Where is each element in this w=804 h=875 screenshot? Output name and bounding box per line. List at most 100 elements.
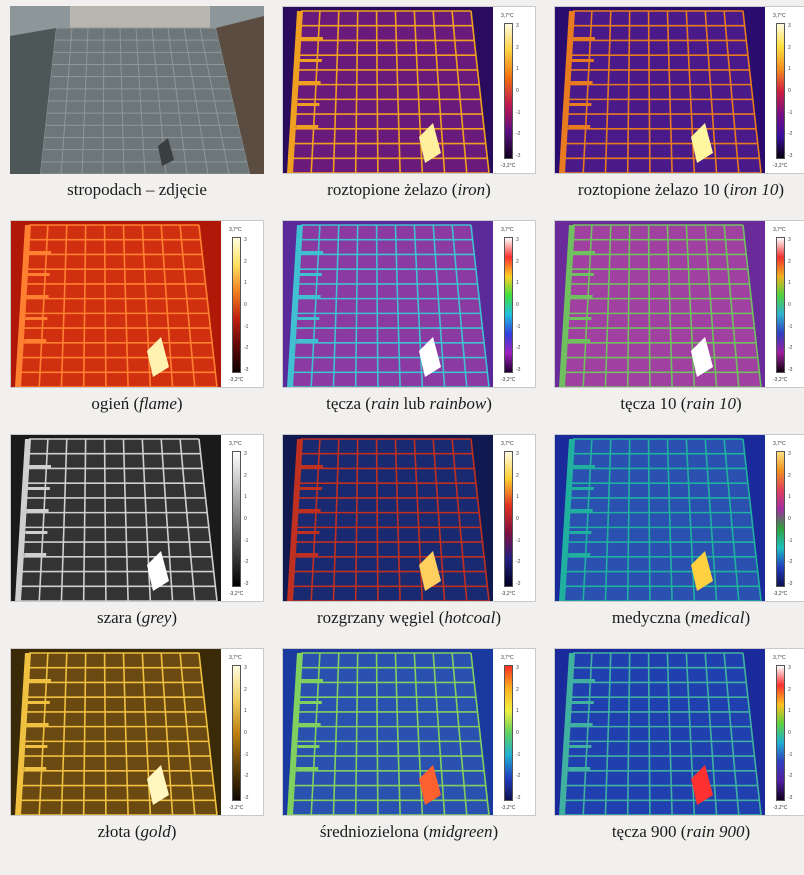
panel-caption: szara (grey) xyxy=(10,608,264,628)
scale-tick-label: -1 xyxy=(788,323,793,330)
scale-tick-label: -2 xyxy=(788,345,793,352)
scale-tick-label: 0 xyxy=(516,302,519,308)
thermogram-frame: 3,7°C 3 2 1 0 -1 -2 -3 -3,2°C xyxy=(282,434,536,602)
scale-tick-label: -2 xyxy=(788,773,793,780)
palette-panel-rain: 3,7°C 3 2 1 0 -1 -2 -3 -3,2°C tęcza (rain lub rai… xyxy=(282,220,536,434)
thermogram-image xyxy=(283,221,493,387)
palette-panel-iron: 3,7°C 3 2 1 0 -1 -2 -3 -3,2°C roztopione żelazo (… xyxy=(282,6,536,220)
color-scale-bar xyxy=(776,665,785,801)
color-scale-bar xyxy=(504,237,513,373)
scale-tick-label: 1 xyxy=(516,708,519,715)
panel-caption: tęcza 900 (rain 900) xyxy=(554,822,804,842)
caption-palette-name: iron xyxy=(457,180,486,199)
thermogram-image xyxy=(555,435,765,601)
scale-tick-label: -3 xyxy=(788,153,793,159)
scale-tick-label: -1 xyxy=(788,751,793,758)
thermogram-frame: 3,7°C 3 2 1 0 -1 -2 -3 -3,2°C xyxy=(554,6,804,174)
panel-caption: złota (gold) xyxy=(10,822,264,842)
palette-grid: stropodach – zdjęcie 3,7°C 3 2 1 0 -1 -2 -3 -3,2°… xyxy=(10,6,804,862)
scale-max-label: 3,7°C xyxy=(229,655,242,661)
palette-panel-flame: 3,7°C 3 2 1 0 -1 -2 -3 -3,2°C ogień (flame) xyxy=(10,220,264,434)
color-scale-bar xyxy=(232,451,241,587)
thermogram-frame: 3,7°C 3 2 1 0 -1 -2 -3 -3,2°C xyxy=(282,648,536,816)
scale-max-label: 3,7°C xyxy=(773,227,786,233)
caption-suffix: ) xyxy=(176,394,183,413)
panel-caption: stropodach – zdjęcie xyxy=(10,180,264,200)
scale-tick-label: -1 xyxy=(788,537,793,544)
temperature-scale: 3,7°C 3 2 1 0 -1 -2 -3 -3,2°C xyxy=(229,655,263,811)
temperature-scale: 3,7°C 3 2 1 0 -1 -2 -3 -3,2°C xyxy=(773,441,804,597)
caption-text: średniozielona ( xyxy=(319,822,429,841)
scale-tick-label: 2 xyxy=(788,258,791,265)
caption-suffix: ) xyxy=(492,822,499,841)
scale-tick-label: 1 xyxy=(244,280,247,287)
scale-tick-label: 2 xyxy=(244,686,247,693)
caption-palette-name: iron 10 xyxy=(729,180,779,199)
scale-min-label: -3,2°C xyxy=(773,377,788,383)
scale-tick-label: 1 xyxy=(516,66,519,73)
scale-tick-label: 1 xyxy=(788,66,791,73)
scale-min-label: -3,2°C xyxy=(229,591,244,597)
scale-max-label: 3,7°C xyxy=(773,441,786,447)
scale-tick-label: 3 xyxy=(788,23,791,29)
caption-text: medyczna ( xyxy=(611,608,691,627)
caption-palette-name: gold xyxy=(140,822,171,841)
scale-tick-label: -2 xyxy=(516,131,521,138)
scale-tick-label: -2 xyxy=(244,773,249,780)
scale-tick-label: -2 xyxy=(788,131,793,138)
scale-tick-label: -2 xyxy=(244,559,249,566)
scale-tick-label: 2 xyxy=(788,44,791,51)
panel-caption: medyczna (medical) xyxy=(554,608,804,628)
scale-max-label: 3,7°C xyxy=(229,441,242,447)
caption-suffix: ) xyxy=(485,180,491,199)
scale-tick-label: 0 xyxy=(516,730,519,736)
palette-panel-photo: stropodach – zdjęcie xyxy=(10,6,264,220)
scale-tick-label: 0 xyxy=(788,516,791,522)
thermogram-image xyxy=(11,435,221,601)
palette-panel-hotcoal: 3,7°C 3 2 1 0 -1 -2 -3 -3,2°C rozgrzany węgiel (h… xyxy=(282,434,536,648)
temperature-scale: 3,7°C 3 2 1 0 -1 -2 -3 -3,2°C xyxy=(501,441,535,597)
caption-text: złota ( xyxy=(97,822,141,841)
panel-caption: średniozielona (midgreen) xyxy=(282,822,536,842)
thermogram-image xyxy=(555,221,765,387)
scale-tick-label: -3 xyxy=(516,367,521,373)
scale-max-label: 3,7°C xyxy=(773,655,786,661)
scale-tick-label: 0 xyxy=(516,88,519,94)
caption-palette-name-alt: rainbow xyxy=(429,394,487,413)
scale-tick-label: -2 xyxy=(516,559,521,566)
scale-tick-label: -2 xyxy=(516,773,521,780)
caption-suffix: ) xyxy=(495,608,502,627)
scale-min-label: -3,2°C xyxy=(501,591,516,597)
scale-max-label: 3,7°C xyxy=(501,441,514,447)
thermogram-image xyxy=(283,7,493,173)
photo-frame xyxy=(10,6,264,174)
caption-suffix: ) xyxy=(744,822,751,841)
scale-tick-label: 1 xyxy=(788,494,791,501)
thermogram-frame: 3,7°C 3 2 1 0 -1 -2 -3 -3,2°C xyxy=(554,648,804,816)
color-scale-bar xyxy=(232,665,241,801)
scale-tick-label: -2 xyxy=(244,345,249,352)
caption-text: tęcza 900 ( xyxy=(611,822,687,841)
palette-panel-gold: 3,7°C 3 2 1 0 -1 -2 -3 -3,2°C złota (gold) xyxy=(10,648,264,862)
caption-palette-name: medical xyxy=(690,608,745,627)
caption-text: tęcza ( xyxy=(326,394,371,413)
scale-tick-label: -3 xyxy=(788,795,793,801)
palette-panel-iron10: 3,7°C 3 2 1 0 -1 -2 -3 -3,2°C roztopione żelazo 1… xyxy=(554,6,804,220)
panel-caption: roztopione żelazo 10 (iron 10) xyxy=(554,180,804,200)
roof-photo xyxy=(10,6,264,174)
scale-tick-label: -3 xyxy=(244,581,249,587)
thermogram-frame: 3,7°C 3 2 1 0 -1 -2 -3 -3,2°C xyxy=(554,434,804,602)
temperature-scale: 3,7°C 3 2 1 0 -1 -2 -3 -3,2°C xyxy=(501,655,535,811)
color-scale-bar xyxy=(776,23,785,159)
panel-caption: tęcza 10 (rain 10) xyxy=(554,394,804,414)
scale-tick-label: 2 xyxy=(244,472,247,479)
scale-tick-label: 2 xyxy=(516,44,519,51)
caption-palette-name: grey xyxy=(141,608,172,627)
scale-min-label: -3,2°C xyxy=(773,163,788,169)
color-scale-bar xyxy=(504,451,513,587)
caption-palette-name: midgreen xyxy=(428,822,493,841)
caption-palette-name: flame xyxy=(139,394,177,413)
temperature-scale: 3,7°C 3 2 1 0 -1 -2 -3 -3,2°C xyxy=(229,227,263,383)
color-scale-bar xyxy=(776,237,785,373)
scale-tick-label: -2 xyxy=(516,345,521,352)
